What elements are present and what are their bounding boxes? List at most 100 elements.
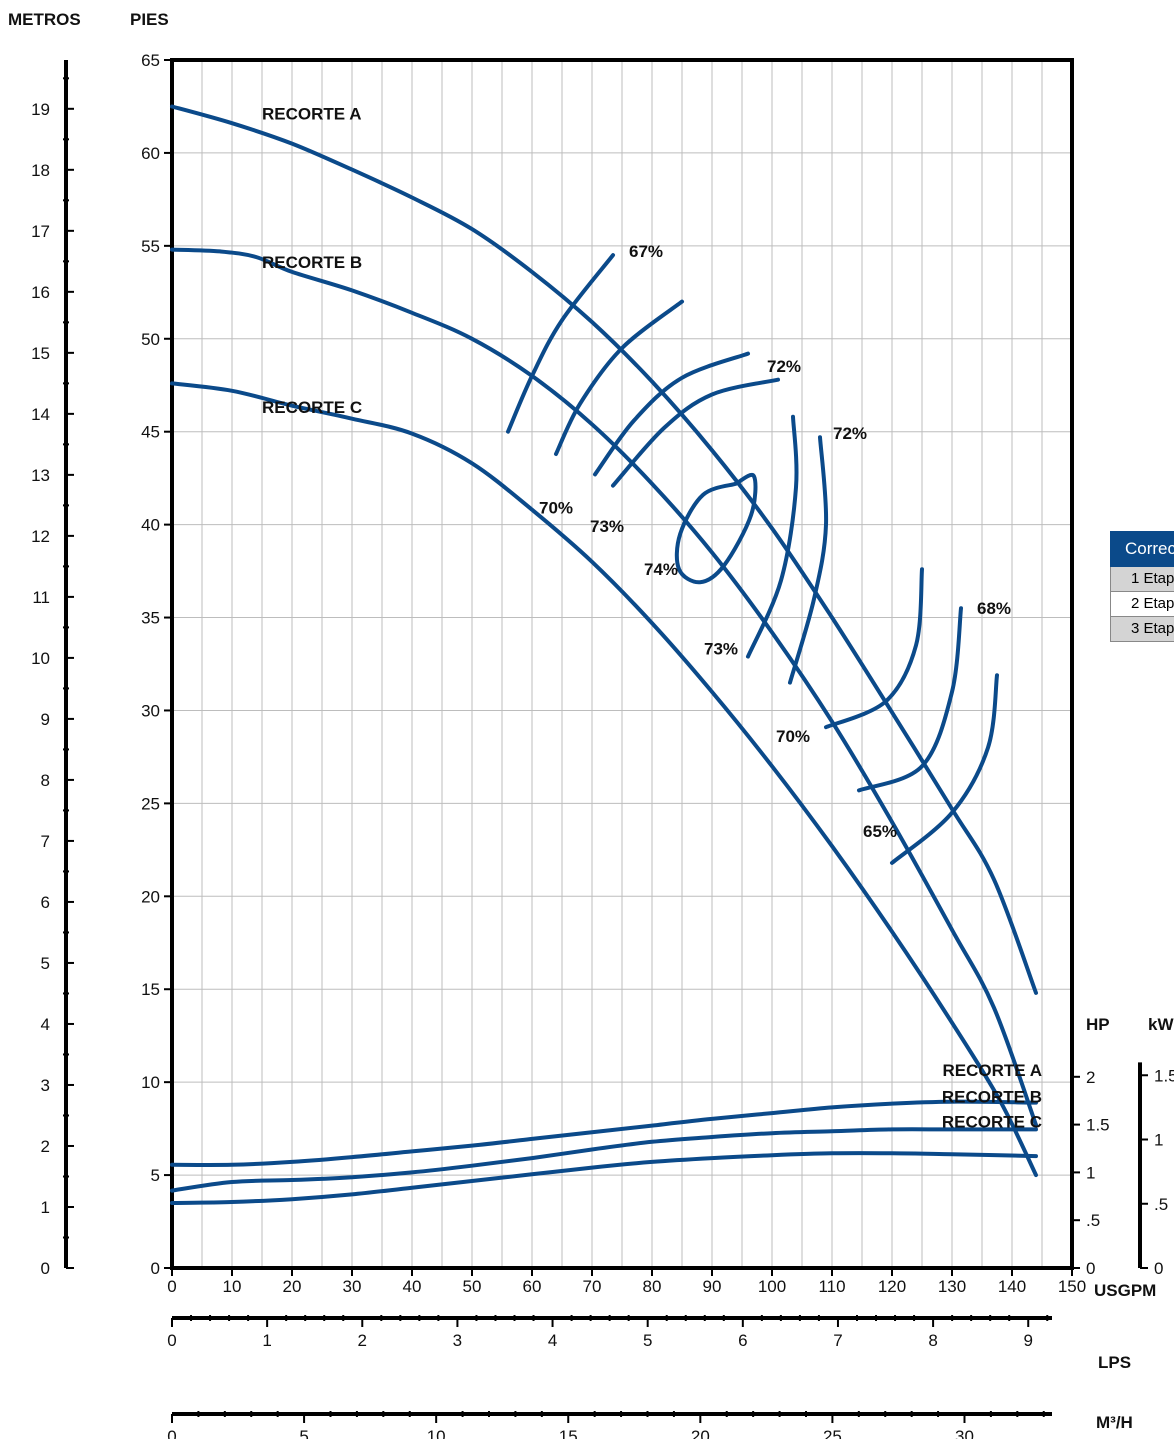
efficiency-label: 68%: [977, 599, 1011, 618]
efficiency-curve-2: [554, 299, 684, 456]
power-curve-label: RECORTE B: [942, 1088, 1042, 1107]
y-tick-label: 55: [141, 237, 160, 256]
hp-tick-label: 1.5: [1086, 1116, 1110, 1135]
axes: [63, 58, 1148, 1423]
metros-tick-label: 17: [31, 222, 50, 241]
x-tick-label: 80: [643, 1277, 662, 1296]
lps-tick-label: 2: [358, 1331, 367, 1350]
y-tick-label: 30: [141, 701, 160, 720]
metros-tick-label: 12: [31, 527, 50, 546]
power-curve-label: RECORTE A: [943, 1061, 1043, 1080]
lps-tick-label: 0: [167, 1331, 176, 1350]
efficiency-label: 73%: [704, 640, 738, 659]
m3h-tick-label: 25: [823, 1427, 842, 1439]
plot-frame: [170, 58, 1074, 1270]
efficiency-label: 65%: [863, 822, 897, 841]
kw-tick-label: 1: [1154, 1131, 1163, 1150]
x-tick-label: 150: [1058, 1277, 1086, 1296]
metros-tick-label: 1: [41, 1198, 50, 1217]
m3h-axis-label: M³/H: [1096, 1413, 1133, 1432]
efficiency-label: 73%: [590, 517, 624, 536]
x-tick-label: 100: [758, 1277, 786, 1296]
head-curve-2: [170, 247, 1038, 1127]
m3h-tick-label: 0: [167, 1427, 176, 1439]
m3h-tick-label: 10: [427, 1427, 446, 1439]
x-tick-label: 60: [523, 1277, 542, 1296]
metros-tick-label: 19: [31, 100, 50, 119]
correction-table-row-2: 2 Etap: [1110, 592, 1174, 617]
kw-tick-label: .5: [1154, 1195, 1168, 1214]
metros-tick-label: 13: [31, 466, 50, 485]
x-tick-label: 30: [343, 1277, 362, 1296]
head-curve-label: RECORTE A: [262, 104, 362, 123]
head-curve-1: [170, 104, 1038, 995]
labels: 0 10 20 30 40 50 60 70 80 90 100 110 120 130 140 150051…: [31, 51, 1174, 1439]
y-tick-label: 40: [141, 516, 160, 535]
y-tick-label: 65: [141, 51, 160, 70]
head-curve-label: RECORTE C: [262, 398, 362, 417]
efficiency-label: 70%: [776, 727, 810, 746]
metros-tick-label: 0: [41, 1259, 50, 1278]
m3h-tick-label: 15: [559, 1427, 578, 1439]
x-tick-label: 0: [167, 1277, 176, 1296]
y-tick-label: 45: [141, 423, 160, 442]
efficiency-label: 72%: [767, 357, 801, 376]
x-tick-label: 120: [878, 1277, 906, 1296]
head-curve-label: RECORTE B: [262, 253, 362, 272]
x-tick-label: 90: [703, 1277, 722, 1296]
correction-table-row-3: 3 Etap: [1110, 617, 1174, 642]
curves: [170, 104, 1038, 1205]
lps-axis-label: LPS: [1098, 1353, 1131, 1372]
lps-tick-label: 4: [548, 1331, 557, 1350]
hp-tick-label: .5: [1086, 1211, 1100, 1230]
x-tick-label: 130: [938, 1277, 966, 1296]
correction-table-row-1: 1 Etap: [1110, 567, 1174, 592]
y-tick-label: 10: [141, 1073, 160, 1092]
lps-tick-label: 9: [1024, 1331, 1033, 1350]
efficiency-curve-5: [674, 473, 758, 585]
lps-tick-label: 5: [643, 1331, 652, 1350]
lps-tick-label: 1: [262, 1331, 271, 1350]
metros-tick-label: 6: [41, 893, 50, 912]
header-kw: kW: [1148, 1015, 1174, 1034]
x-tick-label: 20: [283, 1277, 302, 1296]
metros-tick-label: 5: [41, 954, 50, 973]
hp-tick-label: 0: [1086, 1259, 1095, 1278]
efficiency-curve-8: [824, 567, 924, 730]
efficiency-label: 74%: [644, 560, 678, 579]
y-tick-label: 35: [141, 609, 160, 628]
metros-tick-label: 14: [31, 405, 50, 424]
efficiency-curve-7: [788, 435, 829, 685]
y-tick-label: 20: [141, 887, 160, 906]
lps-tick-label: 7: [833, 1331, 842, 1350]
m3h-tick-label: 5: [299, 1427, 308, 1439]
x-tick-label: 140: [998, 1277, 1026, 1296]
lps-tick-label: 8: [928, 1331, 937, 1350]
efficiency-curve-3: [593, 351, 750, 477]
efficiency-curve-6: [746, 414, 799, 659]
efficiency-label: 72%: [833, 424, 867, 443]
x-tick-label: 50: [463, 1277, 482, 1296]
metros-tick-label: 4: [41, 1015, 50, 1034]
y-tick-label: 25: [141, 794, 160, 813]
metros-tick-label: 16: [31, 283, 50, 302]
x-tick-label: 70: [583, 1277, 602, 1296]
efficiency-curve-9: [857, 606, 963, 793]
header-hp: HP: [1086, 1015, 1110, 1034]
efficiency-curve-4: [611, 377, 780, 488]
lps-tick-label: 6: [738, 1331, 747, 1350]
efficiency-label: 70%: [539, 498, 573, 517]
x-tick-label: 10: [223, 1277, 242, 1296]
efficiency-label: 67%: [629, 242, 663, 261]
metros-tick-label: 7: [41, 832, 50, 851]
header-metros: METROS: [8, 10, 81, 29]
efficiency-curve-1: [506, 253, 615, 434]
hp-tick-label: 2: [1086, 1068, 1095, 1087]
power-curve-1: [170, 1099, 1038, 1167]
correction-table: Correcc 1 Etap 2 Etap 3 Etap: [1110, 531, 1174, 642]
y-tick-label: 60: [141, 144, 160, 163]
x-tick-label: 40: [403, 1277, 422, 1296]
metros-tick-label: 3: [41, 1076, 50, 1095]
correction-table-title: Correcc: [1110, 531, 1174, 567]
